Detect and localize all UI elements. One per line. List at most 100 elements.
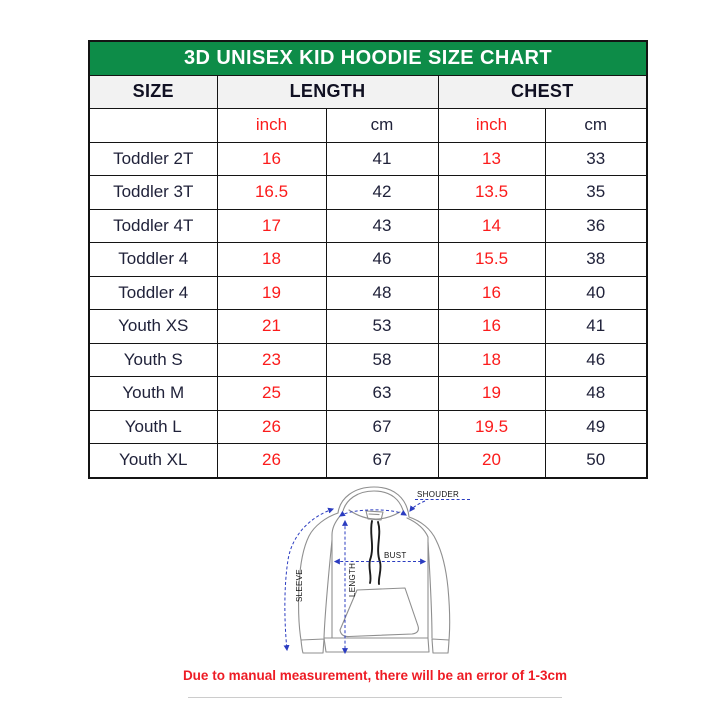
table-row: Youth XS 21 53 16 41 [88,309,648,344]
hood-inner-line [342,490,405,515]
size-chart-table-wrap: 3D UNISEX KID HOODIE SIZE CHART SIZE LEN… [88,40,648,479]
length-cm-cell: 48 [325,275,439,310]
length-cm-cell: 67 [325,443,439,478]
size-cell: Youth XL [88,443,218,478]
table-row: Toddler 4T 17 43 14 36 [88,208,648,243]
length-cm-cell: 67 [325,409,439,444]
chest-inch-cell: 20 [437,443,546,478]
length-cm-cell: 43 [325,208,439,243]
chest-cm-cell: 33 [544,141,648,176]
size-cell: Toddler 3T [88,175,218,210]
shoulder-leader-line [409,500,426,512]
table-row: Toddler 2T 16 41 13 33 [88,141,648,176]
shoulder-label: SHOUDER [417,490,459,499]
table-row: Toddler 4 18 46 15.5 38 [88,242,648,277]
size-cell: Toddler 4T [88,208,218,243]
table-row: Youth L 26 67 19.5 49 [88,409,648,444]
length-cm-unit: cm [325,108,439,143]
sleeve-label: SLEEVE [295,569,304,602]
length-inch-cell: 26 [216,409,327,444]
size-cell: Youth XS [88,309,218,344]
length-inch-cell: 21 [216,309,327,344]
chest-cm-cell: 35 [544,175,648,210]
length-cm-cell: 58 [325,342,439,377]
size-cell: Toddler 4 [88,275,218,310]
right-sleeve-outer [408,516,451,641]
right-sleeve-inner [427,541,433,639]
chest-inch-cell: 13 [437,141,546,176]
length-inch-unit: inch [216,108,327,143]
size-chart-table: 3D UNISEX KID HOODIE SIZE CHART SIZE LEN… [88,40,648,479]
length-inch-cell: 16 [216,141,327,176]
right-armhole-seam [406,517,429,538]
drawstrings [368,520,382,585]
size-cell: Toddler 2T [88,141,218,176]
table-row: Youth XL 26 67 20 50 [88,443,648,478]
kangaroo-pocket [339,587,419,638]
chest-cm-cell: 50 [544,443,648,478]
chest-cm-unit: cm [544,108,648,143]
size-cell: Youth M [88,376,218,411]
length-cm-cell: 41 [325,141,439,176]
length-inch-cell: 17 [216,208,327,243]
chest-inch-cell: 19.5 [437,409,546,444]
collar-detail-line [368,513,380,516]
table-row: Youth S 23 58 18 46 [88,342,648,377]
chest-cm-cell: 41 [544,309,648,344]
left-armhole-seam [331,515,341,536]
hood-outer-line [337,486,410,518]
drawstring-left [368,520,373,584]
length-inch-cell: 26 [216,443,327,478]
sleeve-measure: SLEEVE [283,507,335,652]
length-cm-cell: 63 [325,376,439,411]
chest-inch-cell: 19 [437,376,546,411]
length-cm-cell: 53 [325,309,439,344]
chest-inch-cell: 18 [437,342,546,377]
chest-inch-cell: 16 [437,309,546,344]
chest-cm-cell: 46 [544,342,648,377]
length-cm-cell: 46 [325,242,439,277]
drawstring-right [377,521,382,585]
hoodie-measurement-diagram: SHOUDER BUST LENGTH SLEEVE [283,486,470,655]
left-sleeve-inner [323,539,333,639]
column-group-header-row: SIZE LENGTH CHEST [88,74,648,109]
size-cell: Toddler 4 [88,242,218,277]
left-cuff [300,638,325,654]
chest-cm-cell: 40 [544,275,648,310]
size-cell: Youth L [88,409,218,444]
size-column-header: SIZE [88,74,218,109]
hoodie-outline [298,486,451,654]
chart-title: 3D UNISEX KID HOODIE SIZE CHART [88,40,648,76]
bust-label: BUST [384,551,407,560]
length-column-header: LENGTH [216,74,439,109]
chest-inch-cell: 14 [437,208,546,243]
chest-inch-cell: 15.5 [437,242,546,277]
chest-inch-cell: 13.5 [437,175,546,210]
length-measure: LENGTH [342,519,357,655]
size-cell: Youth S [88,342,218,377]
empty-unit-cell [88,108,218,143]
bust-measure: BUST [333,551,427,565]
footer-divider [188,697,562,698]
chest-cm-cell: 38 [544,242,648,277]
chest-inch-cell: 16 [437,275,546,310]
chart-title-row: 3D UNISEX KID HOODIE SIZE CHART [88,40,648,76]
chest-column-header: CHEST [437,74,648,109]
shoulder-measure: SHOUDER [339,490,470,517]
chest-inch-unit: inch [437,108,546,143]
length-label: LENGTH [348,563,357,597]
hem-band [323,637,430,653]
length-inch-cell: 25 [216,376,327,411]
chest-cm-cell: 36 [544,208,648,243]
table-row: Youth M 25 63 19 48 [88,376,648,411]
measurement-error-note: Due to manual measurement, there will be… [182,668,568,683]
length-inch-cell: 16.5 [216,175,327,210]
table-row: Toddler 3T 16.5 42 13.5 35 [88,175,648,210]
length-cm-cell: 42 [325,175,439,210]
unit-header-row: inch cm inch cm [88,108,648,143]
chest-cm-cell: 49 [544,409,648,444]
right-cuff [431,638,450,654]
sleeve-arrow-line [283,507,335,652]
length-inch-cell: 19 [216,275,327,310]
